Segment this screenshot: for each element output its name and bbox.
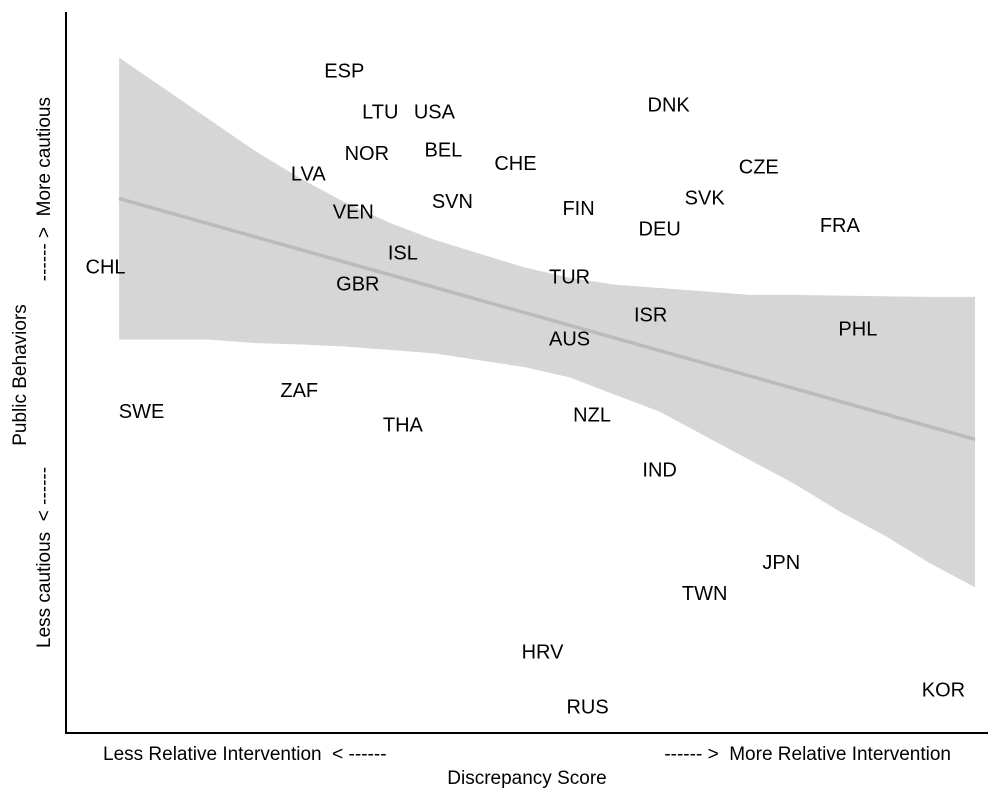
point-rus: RUS <box>566 697 608 719</box>
point-gbr: GBR <box>336 274 379 296</box>
point-bel: BEL <box>425 139 463 161</box>
x-axis-left-annotation: Less Relative Intervention < ------ <box>103 744 387 765</box>
point-deu: DEU <box>639 219 681 241</box>
trend-line <box>118 196 976 442</box>
point-swe: SWE <box>119 401 165 423</box>
point-kor: KOR <box>922 679 965 701</box>
point-fin: FIN <box>562 198 594 220</box>
point-ltu: LTU <box>362 102 398 124</box>
point-che: CHE <box>494 153 536 175</box>
point-tha: THA <box>383 415 424 437</box>
point-ind: IND <box>642 459 676 481</box>
point-tur: TUR <box>549 267 590 289</box>
point-isr: ISR <box>634 305 667 327</box>
country-points: ESP LTU USA DNK NOR BEL CHE CZE LVA SVK SVN FIN VEN F… <box>86 60 966 718</box>
point-cze: CZE <box>739 157 779 179</box>
point-svk: SVK <box>685 188 726 210</box>
point-zaf: ZAF <box>280 380 318 402</box>
y-axis-top-annotation: ------ > More cautious <box>34 97 55 281</box>
point-twn: TWN <box>682 583 728 605</box>
point-nzl: NZL <box>573 404 611 426</box>
point-nor: NOR <box>345 143 389 165</box>
point-svn: SVN <box>432 191 473 213</box>
point-chl: CHL <box>86 256 126 278</box>
point-fra: FRA <box>820 215 861 237</box>
point-ven: VEN <box>333 201 374 223</box>
y-axis-bottom-annotation: Less cautious < ------ <box>34 467 55 648</box>
x-axis-label: Discrepancy Score <box>447 768 606 789</box>
point-phl: PHL <box>838 318 877 340</box>
y-axis-label: Public Behaviors <box>10 304 31 446</box>
point-dnk: DNK <box>648 95 691 117</box>
point-isl: ISL <box>388 243 418 265</box>
point-usa: USA <box>414 102 456 124</box>
point-esp: ESP <box>324 60 364 82</box>
point-hrv: HRV <box>522 642 565 664</box>
point-aus: AUS <box>549 329 590 351</box>
point-jpn: JPN <box>762 552 800 574</box>
confidence-band <box>119 57 976 588</box>
point-lva: LVA <box>291 163 326 185</box>
x-axis-right-annotation: ------ > More Relative Intervention <box>664 744 951 765</box>
